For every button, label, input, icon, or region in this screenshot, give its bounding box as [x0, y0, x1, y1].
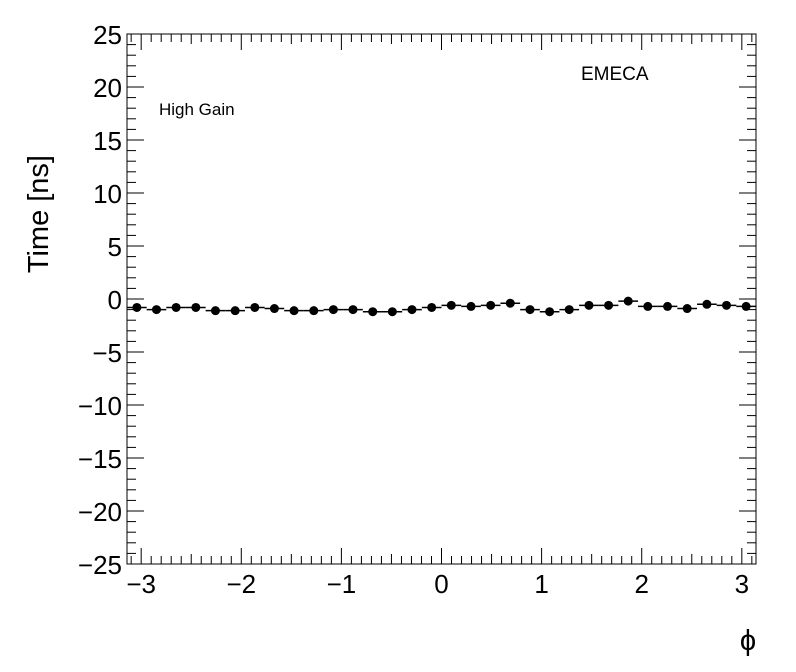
y-tick-labels: −25 −20 −15 −10 −5 0 5 10 15 20 25	[78, 20, 122, 580]
y-tick-label: −25	[78, 550, 122, 580]
y-tick-label: 25	[93, 20, 122, 50]
x-tick-label: 0	[434, 569, 448, 599]
annotation-emeca: EMECA	[581, 64, 649, 85]
data-point	[663, 301, 673, 311]
data-points	[132, 296, 751, 317]
data-point	[446, 300, 456, 310]
y-tick-label: 10	[93, 179, 122, 209]
data-point	[289, 306, 299, 316]
data-point	[584, 300, 594, 310]
x-tick-label: 1	[534, 569, 548, 599]
data-point	[427, 302, 437, 312]
data-point	[407, 305, 417, 315]
data-point	[486, 300, 496, 310]
data-point	[722, 300, 732, 310]
x-axis-title: ϕ	[740, 625, 756, 657]
data-point	[132, 302, 142, 312]
data-point	[191, 302, 201, 312]
bin-width-bars	[127, 300, 756, 313]
data-point	[682, 304, 692, 314]
x-tick-label: −2	[226, 569, 256, 599]
data-point	[604, 300, 614, 310]
data-point	[230, 306, 240, 316]
y-tick-label: −5	[92, 338, 122, 368]
data-point	[643, 301, 653, 311]
data-point	[466, 301, 476, 311]
data-point	[328, 305, 338, 315]
data-point	[564, 305, 574, 315]
y-axis-title: Time [ns]	[23, 155, 55, 273]
data-point	[269, 304, 279, 314]
annotation-high-gain: High Gain	[159, 100, 235, 119]
y-tick-label: 15	[93, 126, 122, 156]
data-point	[348, 305, 358, 315]
data-point	[309, 306, 319, 316]
data-point	[545, 307, 555, 317]
data-point	[250, 302, 260, 312]
x-tick-label: −3	[126, 569, 156, 599]
x-tick-labels: −3 −2 −1 0 1 2 3	[126, 569, 749, 599]
y-tick-label: −20	[78, 497, 122, 527]
data-point	[368, 307, 378, 317]
x-tick-label: 2	[634, 569, 648, 599]
y-tick-label: 20	[93, 73, 122, 103]
data-point	[505, 298, 515, 308]
x-tick-label: 3	[735, 569, 749, 599]
y-tick-label: −15	[78, 444, 122, 474]
axis-ticks	[127, 33, 756, 565]
data-point	[387, 307, 397, 317]
data-point	[210, 306, 220, 316]
data-point	[623, 296, 633, 306]
data-point	[741, 301, 751, 311]
y-tick-label: −10	[78, 391, 122, 421]
data-point	[525, 305, 535, 315]
data-point	[171, 302, 181, 312]
y-tick-label: 5	[108, 232, 122, 262]
data-point	[151, 305, 161, 315]
data-point	[702, 299, 712, 309]
x-tick-label: −1	[327, 569, 357, 599]
y-tick-label: 0	[108, 285, 122, 315]
